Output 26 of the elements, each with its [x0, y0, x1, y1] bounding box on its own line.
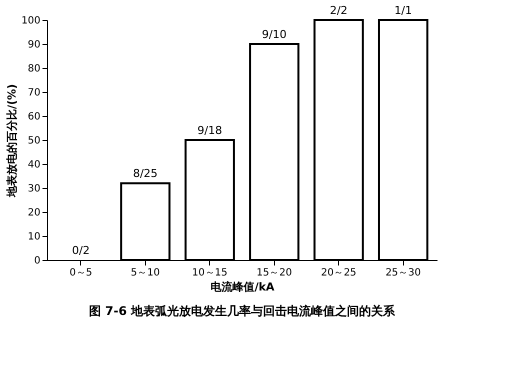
x-tick-label: 5～10: [130, 268, 160, 278]
y-tick-label: 50: [28, 136, 40, 146]
x-axis-title: 电流峰值/kA: [210, 280, 275, 294]
x-tick-label: 10～15: [192, 268, 228, 278]
y-tick-label: 20: [28, 208, 40, 218]
y-tick-label: 90: [28, 40, 40, 50]
text: 图 7-6 地表弧光放电发生几率与回击电流峰值之间的关系: [88, 304, 396, 318]
y-tick-label: 60: [28, 112, 40, 122]
annotation: 9/18: [197, 124, 222, 137]
y-axis-title: 地表放电的百分比/(%): [5, 84, 18, 198]
x-tick-label: 20～25: [320, 268, 356, 278]
y-tick-label: 80: [28, 64, 40, 74]
y-tick-label: 30: [28, 184, 40, 194]
y-tick-label: 100: [21, 16, 40, 26]
x-tick-label: 15～20: [256, 268, 292, 278]
x-tick-label: 0～5: [69, 268, 92, 278]
y-tick-label: 10: [28, 232, 40, 242]
annotation: 8/25: [132, 167, 158, 180]
annotation: 9/10: [262, 28, 287, 41]
x-tick-label: 25～30: [385, 268, 421, 278]
annotation: 0/2: [72, 244, 90, 257]
y-tick-label: 70: [28, 88, 40, 98]
annotation: 2/2: [330, 4, 348, 17]
y-tick-label: 40: [28, 160, 40, 170]
y-tick-label: 0: [34, 256, 40, 266]
annotation: 1/1: [394, 4, 412, 17]
